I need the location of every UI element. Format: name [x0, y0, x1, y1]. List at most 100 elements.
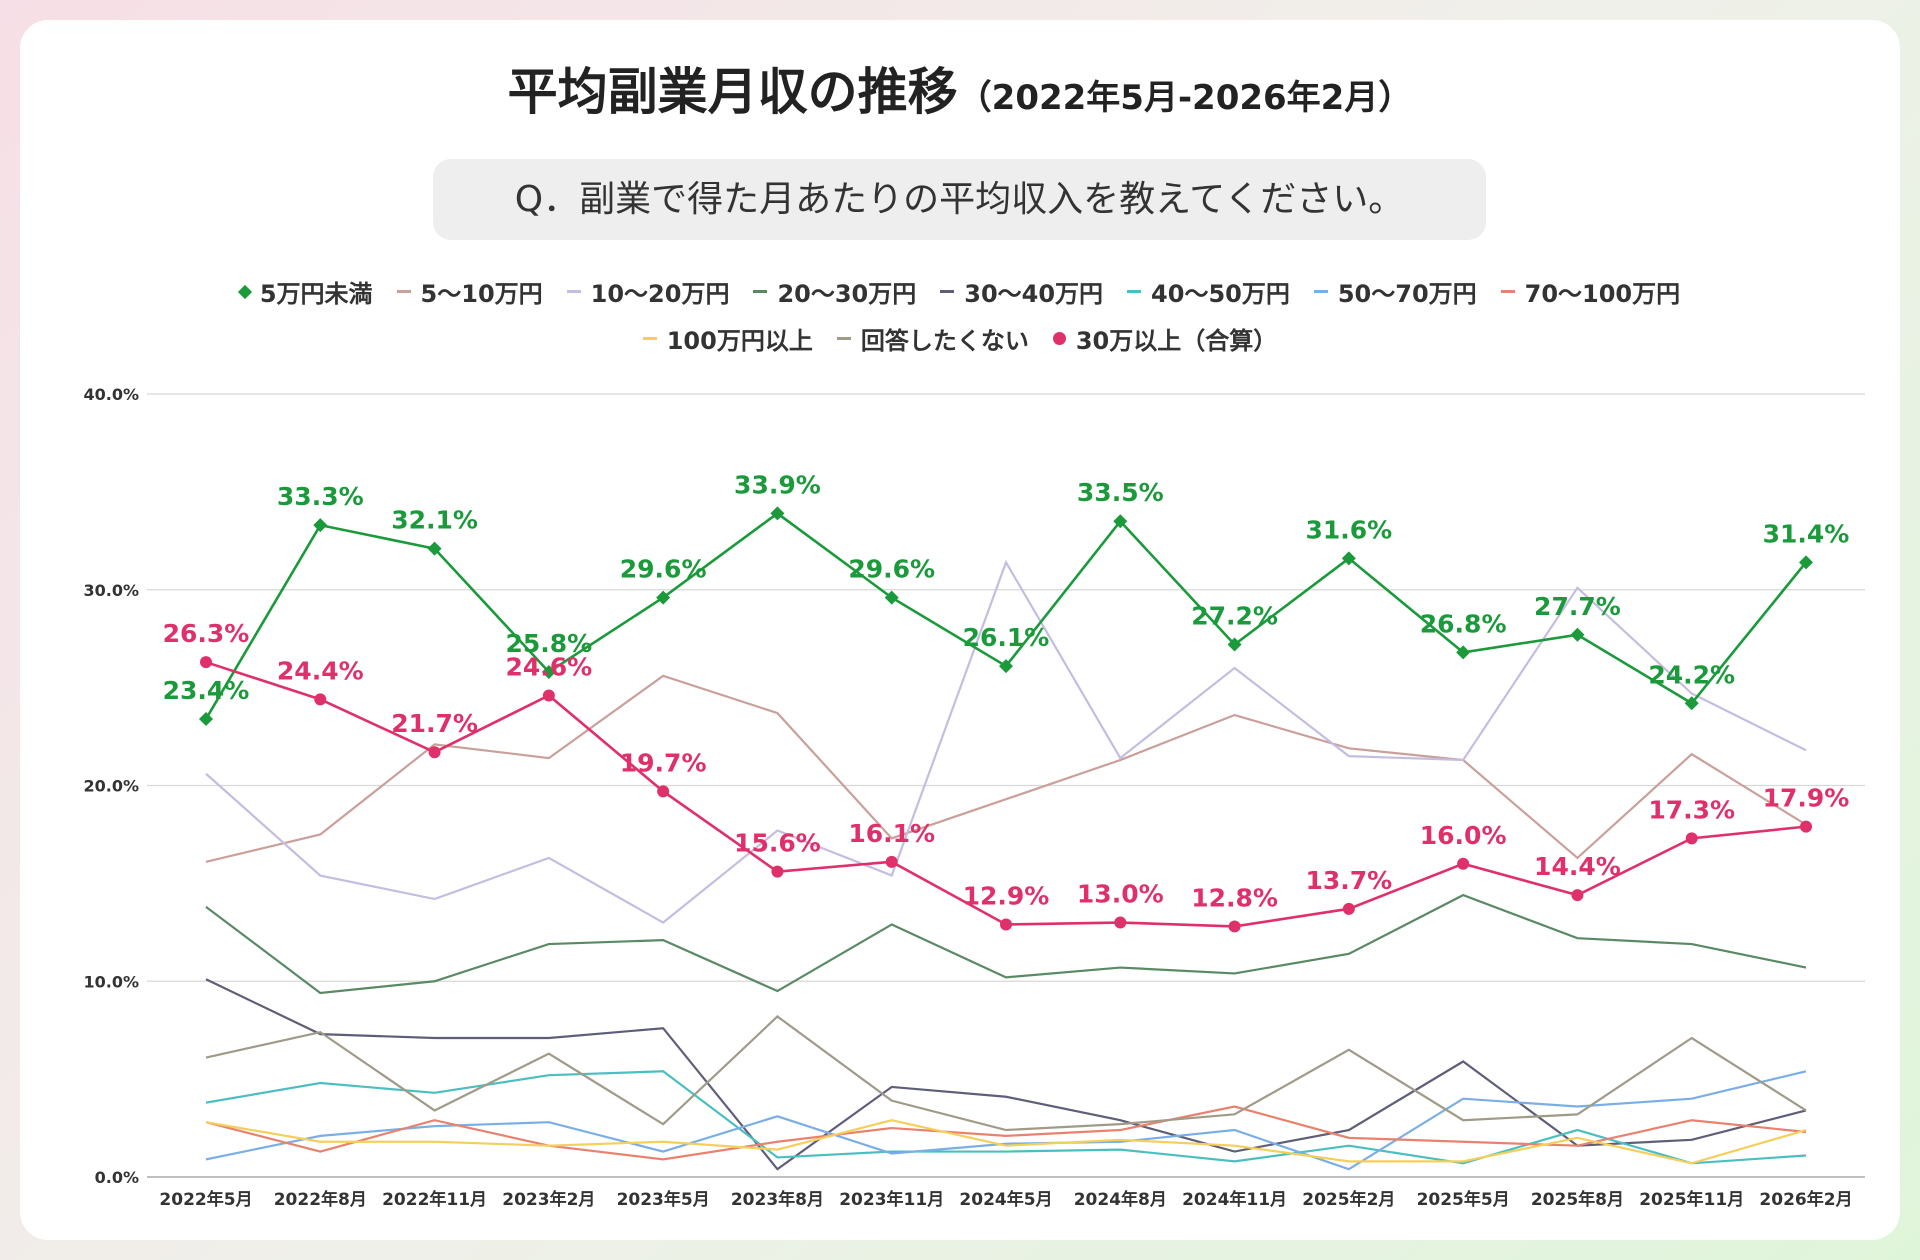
chart-title: 平均副業月収の推移 — [507, 63, 958, 121]
legend-item: 回答したくない — [836, 321, 1029, 356]
legend-swatch — [396, 290, 411, 293]
x-tick-label: 2025年5月 — [1417, 1189, 1510, 1210]
legend-swatch — [1313, 290, 1328, 293]
data-label: 15.6% — [734, 829, 821, 858]
legend-item: 70～100万円 — [1500, 274, 1681, 309]
legend-swatch — [566, 290, 581, 293]
legend-item: 5～10万円 — [396, 274, 543, 309]
data-point — [1341, 551, 1356, 566]
legend-swatch — [642, 337, 657, 340]
data-label: 12.8% — [1191, 883, 1278, 912]
data-label: 32.1% — [391, 506, 478, 535]
data-label: 24.2% — [1648, 660, 1735, 689]
x-tick-label: 2025年11月 — [1639, 1189, 1744, 1210]
x-tick-label: 2023年11月 — [839, 1189, 944, 1210]
data-label: 24.6% — [505, 652, 592, 681]
series-line — [205, 1015, 1807, 1132]
x-tick-label: 2024年5月 — [959, 1189, 1052, 1210]
legend-item: 30～40万円 — [940, 274, 1103, 309]
data-point — [1800, 820, 1812, 833]
data-label: 14.4% — [1534, 852, 1621, 881]
data-point — [884, 590, 899, 605]
legend-swatch — [1500, 290, 1515, 293]
legend-item: 40～50万円 — [1127, 274, 1290, 309]
series-line — [205, 1070, 1807, 1165]
data-point — [885, 855, 898, 868]
series-line — [205, 1070, 1807, 1171]
data-label: 25.8% — [505, 629, 592, 658]
data-label: 23.4% — [163, 676, 250, 705]
data-point — [1228, 920, 1241, 933]
data-point — [1684, 696, 1699, 711]
data-label: 27.2% — [1191, 602, 1278, 631]
y-tick-label: 20.0% — [83, 777, 139, 796]
data-point — [200, 656, 212, 669]
data-label: 29.6% — [848, 555, 935, 584]
data-point — [657, 785, 670, 798]
x-tick-label: 2022年8月 — [274, 1189, 367, 1210]
series-line — [205, 893, 1807, 995]
legend-label: 20～30万円 — [777, 280, 917, 308]
data-point — [656, 590, 671, 605]
legend-swatch — [836, 337, 851, 340]
data-point — [770, 506, 785, 521]
legend-label: 30万以上（合算） — [1075, 327, 1278, 355]
x-tick-label: 2022年11月 — [382, 1189, 487, 1210]
legend-label: 100万円以上 — [666, 327, 813, 355]
data-point — [1799, 555, 1813, 570]
data-label: 31.4% — [1763, 519, 1850, 548]
data-label: 33.3% — [277, 482, 364, 511]
series-line — [205, 1105, 1807, 1161]
legend-swatch — [753, 290, 768, 293]
data-label: 12.9% — [963, 881, 1050, 910]
y-tick-label: 0.0% — [95, 1168, 139, 1187]
legend-swatch — [940, 290, 955, 293]
legend-item: 100万円以上 — [642, 321, 813, 356]
data-label: 33.5% — [1077, 478, 1164, 507]
legend-label: 5万円未満 — [259, 280, 373, 308]
data-label: 27.7% — [1534, 592, 1621, 621]
data-point — [1570, 627, 1585, 642]
legend-label: 70～100万円 — [1524, 280, 1681, 308]
data-label: 24.4% — [277, 656, 364, 685]
data-label: 26.3% — [163, 619, 250, 648]
legend-label: 10～20万円 — [590, 280, 730, 308]
legend-label: 30～40万円 — [964, 280, 1104, 308]
data-point — [1227, 637, 1242, 652]
x-tick-label: 2023年5月 — [617, 1189, 710, 1210]
data-point — [1456, 645, 1471, 660]
legend-label: 5～10万円 — [420, 280, 543, 308]
data-label: 21.7% — [391, 709, 478, 738]
y-tick-label: 40.0% — [83, 385, 139, 404]
data-point — [541, 664, 556, 679]
question: Q．副業で得た月あたりの平均収入を教えてください。 — [433, 159, 1486, 240]
x-tick-label: 2024年8月 — [1074, 1189, 1167, 1210]
data-point — [313, 518, 328, 533]
legend-swatch — [1052, 332, 1066, 345]
series-line — [205, 978, 1807, 1171]
data-label: 26.8% — [1420, 609, 1507, 638]
data-label: 13.0% — [1077, 880, 1164, 909]
data-label: 13.7% — [1305, 866, 1392, 895]
data-label: 16.0% — [1420, 821, 1507, 850]
legend-label: 50～70万円 — [1337, 280, 1477, 308]
data-point — [314, 693, 327, 706]
legend-item: 30万以上（合算） — [1052, 321, 1278, 356]
data-point — [1113, 514, 1128, 529]
legend-label: 40～50万円 — [1151, 280, 1290, 308]
data-point — [1000, 918, 1012, 931]
data-point — [427, 541, 442, 556]
data-point — [542, 689, 555, 702]
x-tick-label: 2026年2月 — [1759, 1189, 1852, 1210]
legend: 5万円未満 5～10万円 10～20万円 20～30万円 30～40万円 40～50万円 5… — [100, 268, 1820, 362]
data-label: 26.1% — [963, 623, 1050, 652]
data-point — [999, 659, 1013, 674]
legend-label: 回答したくない — [860, 327, 1029, 355]
x-tick-label: 2022年5月 — [159, 1189, 252, 1210]
x-tick-label: 2025年8月 — [1531, 1189, 1624, 1210]
legend-item: 20～30万円 — [753, 274, 916, 309]
data-point — [1685, 832, 1698, 845]
data-label: 19.7% — [620, 748, 707, 777]
